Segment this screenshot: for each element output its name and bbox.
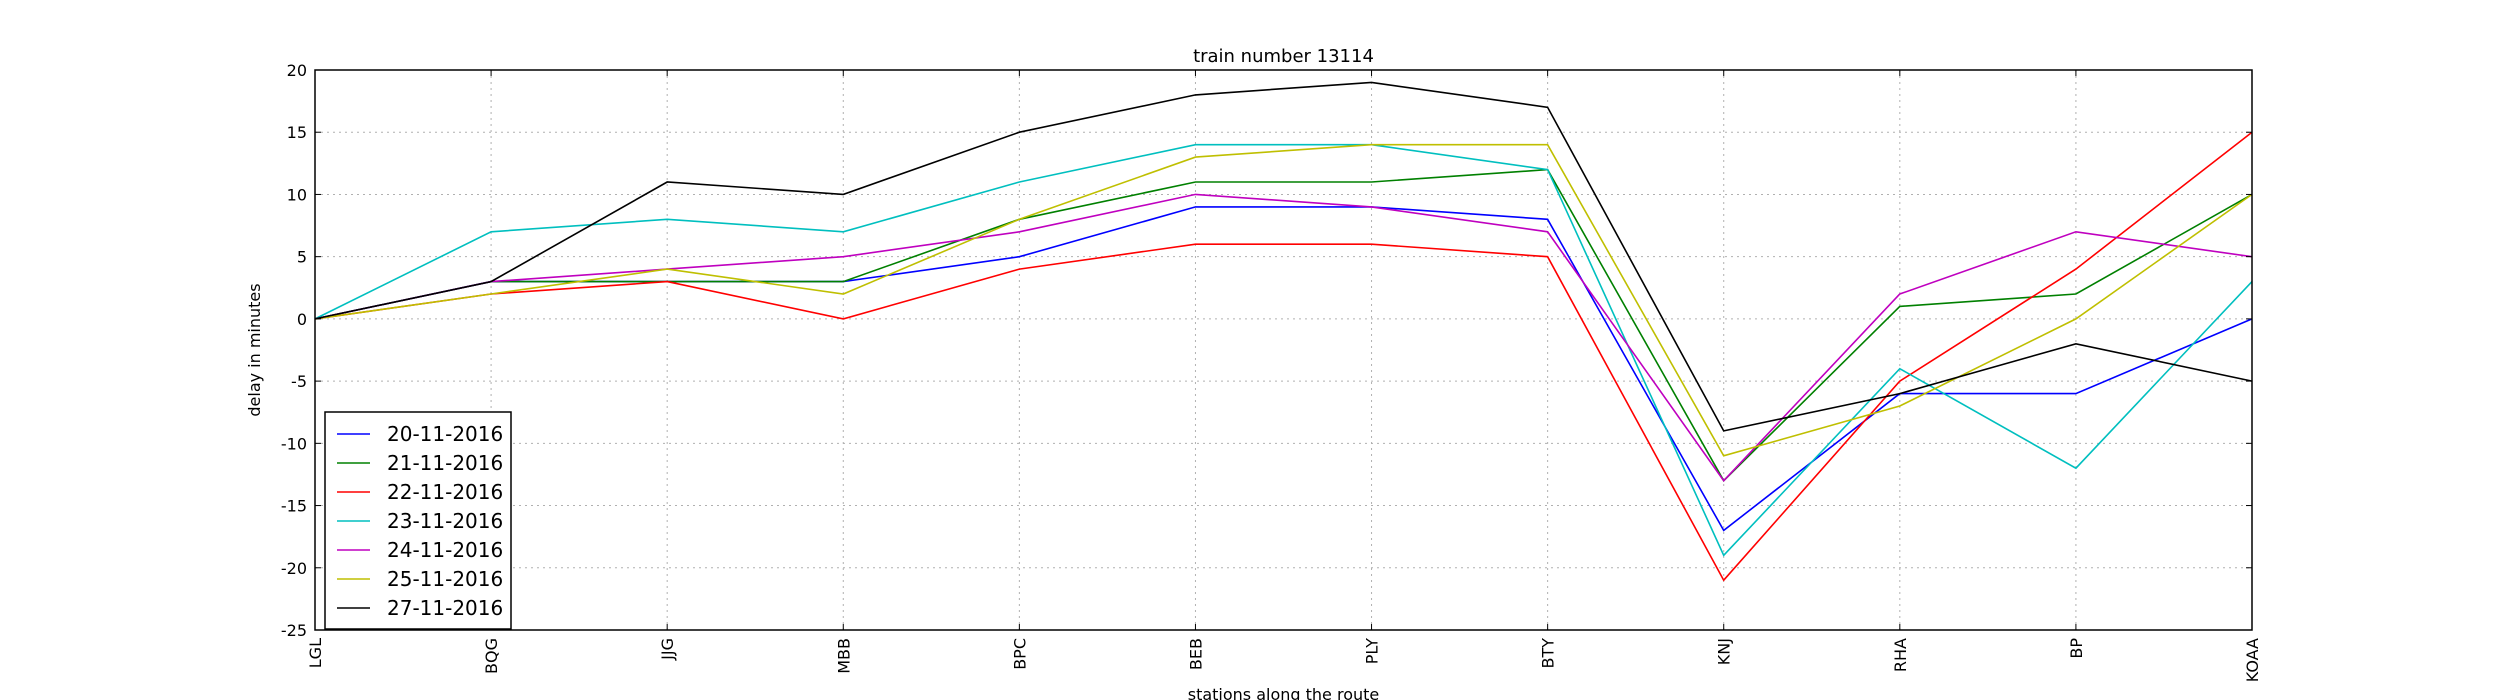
x-tick-label: PLY [1363,638,1382,664]
legend-label: 22-11-2016 [387,480,503,504]
y-tick-label: 5 [297,248,307,267]
y-axis-label: delay in minutes [245,283,264,416]
y-tick-label: 10 [287,185,307,204]
series-line-21-11-2016 [314,168,2253,483]
legend-label: 24-11-2016 [387,538,503,562]
series-line-24-11-2016 [314,193,2253,482]
x-tick-label: KNJ [1715,638,1734,665]
y-tick-label: -20 [281,559,307,578]
y-tick-label: -15 [281,497,307,516]
axis-ticks: -25 -20 -15 -10 -5 0 5 10 15 20 LGL BQG JJG MBB BPC BEB… [281,61,2262,682]
chart-title: train number 13114 [1193,46,1374,67]
plot-frame [314,69,2253,631]
series-line-25-11-2016 [314,143,2253,457]
x-tick-label: BTY [1539,638,1558,669]
x-tick-label: BQG [482,638,501,674]
series-line-20-11-2016 [314,206,2253,532]
legend-label: 21-11-2016 [387,451,503,475]
y-tick-label: -5 [291,372,307,391]
legend-label: 27-11-2016 [387,596,503,620]
y-tick-label: -10 [281,434,307,453]
y-tick-label: 0 [297,310,307,329]
legend-label: 20-11-2016 [387,422,503,446]
legend: 20-11-2016 21-11-2016 22-11-2016 23-11-2016… [324,411,512,630]
y-tick-label: 15 [287,123,307,142]
grid-lines [315,70,2252,630]
y-tick-label: 20 [287,61,307,80]
x-tick-label: BPC [1010,638,1029,670]
x-tick-label: JJG [658,638,677,661]
x-tick-label: RHA [1891,638,1910,672]
x-tick-label: KOAA [2243,638,2262,682]
legend-label: 23-11-2016 [387,509,503,533]
x-tick-label: MBB [834,638,853,674]
series-line-22-11-2016 [314,131,2253,582]
x-tick-label: BEB [1186,638,1205,670]
y-tick-label: -25 [281,621,307,640]
x-axis-label: stations along the route [1188,685,1380,700]
x-tick-label: BP [2067,638,2086,659]
series-lines [314,81,2253,582]
x-tick-label: LGL [306,638,325,668]
legend-label: 25-11-2016 [387,567,503,591]
series-line-27-11-2016 [314,81,2253,432]
